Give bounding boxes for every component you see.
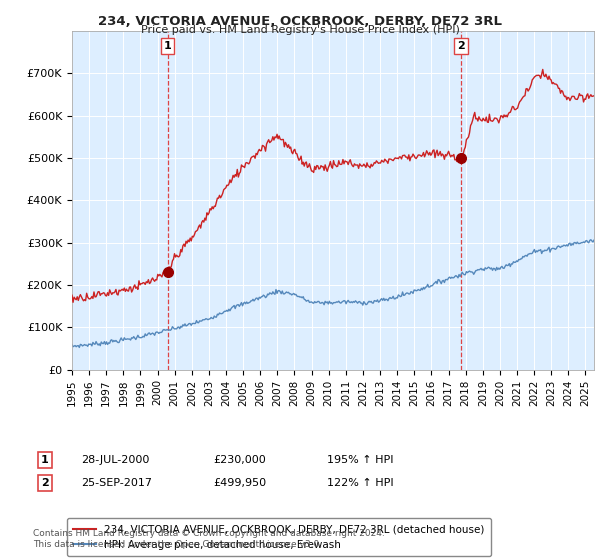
Text: £499,950: £499,950	[213, 478, 266, 488]
Text: 122% ↑ HPI: 122% ↑ HPI	[327, 478, 394, 488]
Text: 2: 2	[41, 478, 49, 488]
Text: 25-SEP-2017: 25-SEP-2017	[81, 478, 152, 488]
Text: £230,000: £230,000	[213, 455, 266, 465]
Text: 234, VICTORIA AVENUE, OCKBROOK, DERBY, DE72 3RL: 234, VICTORIA AVENUE, OCKBROOK, DERBY, D…	[98, 15, 502, 27]
Text: 28-JUL-2000: 28-JUL-2000	[81, 455, 149, 465]
Text: Contains HM Land Registry data © Crown copyright and database right 2024.
This d: Contains HM Land Registry data © Crown c…	[33, 529, 385, 549]
Text: 2: 2	[457, 41, 465, 51]
Text: 1: 1	[164, 41, 172, 51]
Text: Price paid vs. HM Land Registry's House Price Index (HPI): Price paid vs. HM Land Registry's House …	[140, 25, 460, 35]
Text: 195% ↑ HPI: 195% ↑ HPI	[327, 455, 394, 465]
Text: 1: 1	[41, 455, 49, 465]
Legend: 234, VICTORIA AVENUE, OCKBROOK, DERBY, DE72 3RL (detached house), HPI: Average p: 234, VICTORIA AVENUE, OCKBROOK, DERBY, D…	[67, 518, 491, 556]
